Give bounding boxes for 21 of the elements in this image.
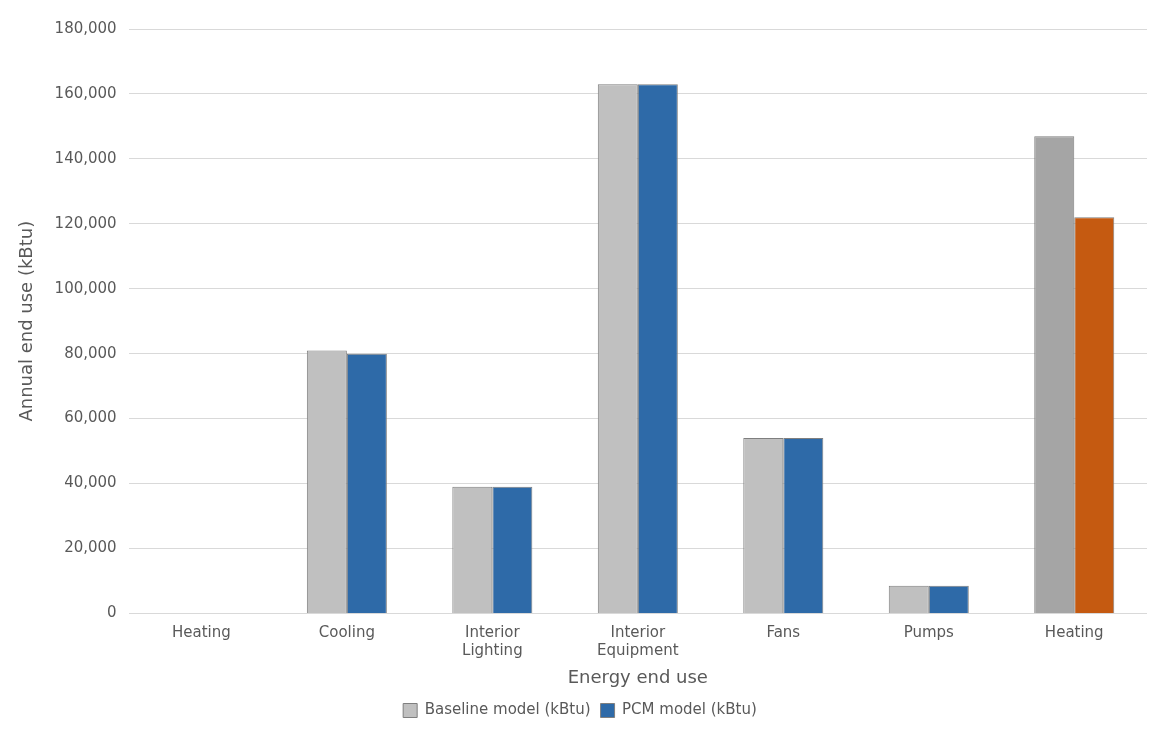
legend-label: PCM model (kBtu)	[622, 700, 757, 719]
x-tick-label: Pumps	[903, 623, 955, 642]
y-tick-label: 120,000	[54, 213, 117, 232]
y-axis-title: Annual end use (kBtu)	[15, 220, 37, 422]
x-tick-label: Heating	[171, 623, 231, 642]
x-tick-label: Interior Equipment	[597, 623, 679, 660]
y-tick-label: 160,000	[54, 83, 117, 102]
legend-label: Baseline model (kBtu)	[424, 700, 591, 719]
x-axis-title: Energy end use	[567, 665, 708, 687]
y-tick-label: 0	[107, 603, 117, 622]
y-tick-label: 40,000	[64, 473, 117, 492]
y-tick-label: 140,000	[54, 148, 117, 167]
y-tick-label: 20,000	[64, 538, 117, 557]
y-tick-label: 100,000	[54, 278, 117, 297]
x-tick-label: Interior Lighting	[462, 623, 523, 660]
y-tick-label: 80,000	[64, 343, 117, 362]
y-tick-label: 180,000	[54, 18, 117, 37]
x-tick-label: Cooling	[318, 623, 375, 642]
x-tick-label: Heating	[1044, 623, 1104, 642]
x-tick-label: Fans	[766, 623, 801, 642]
y-tick-label: 60,000	[64, 408, 117, 427]
